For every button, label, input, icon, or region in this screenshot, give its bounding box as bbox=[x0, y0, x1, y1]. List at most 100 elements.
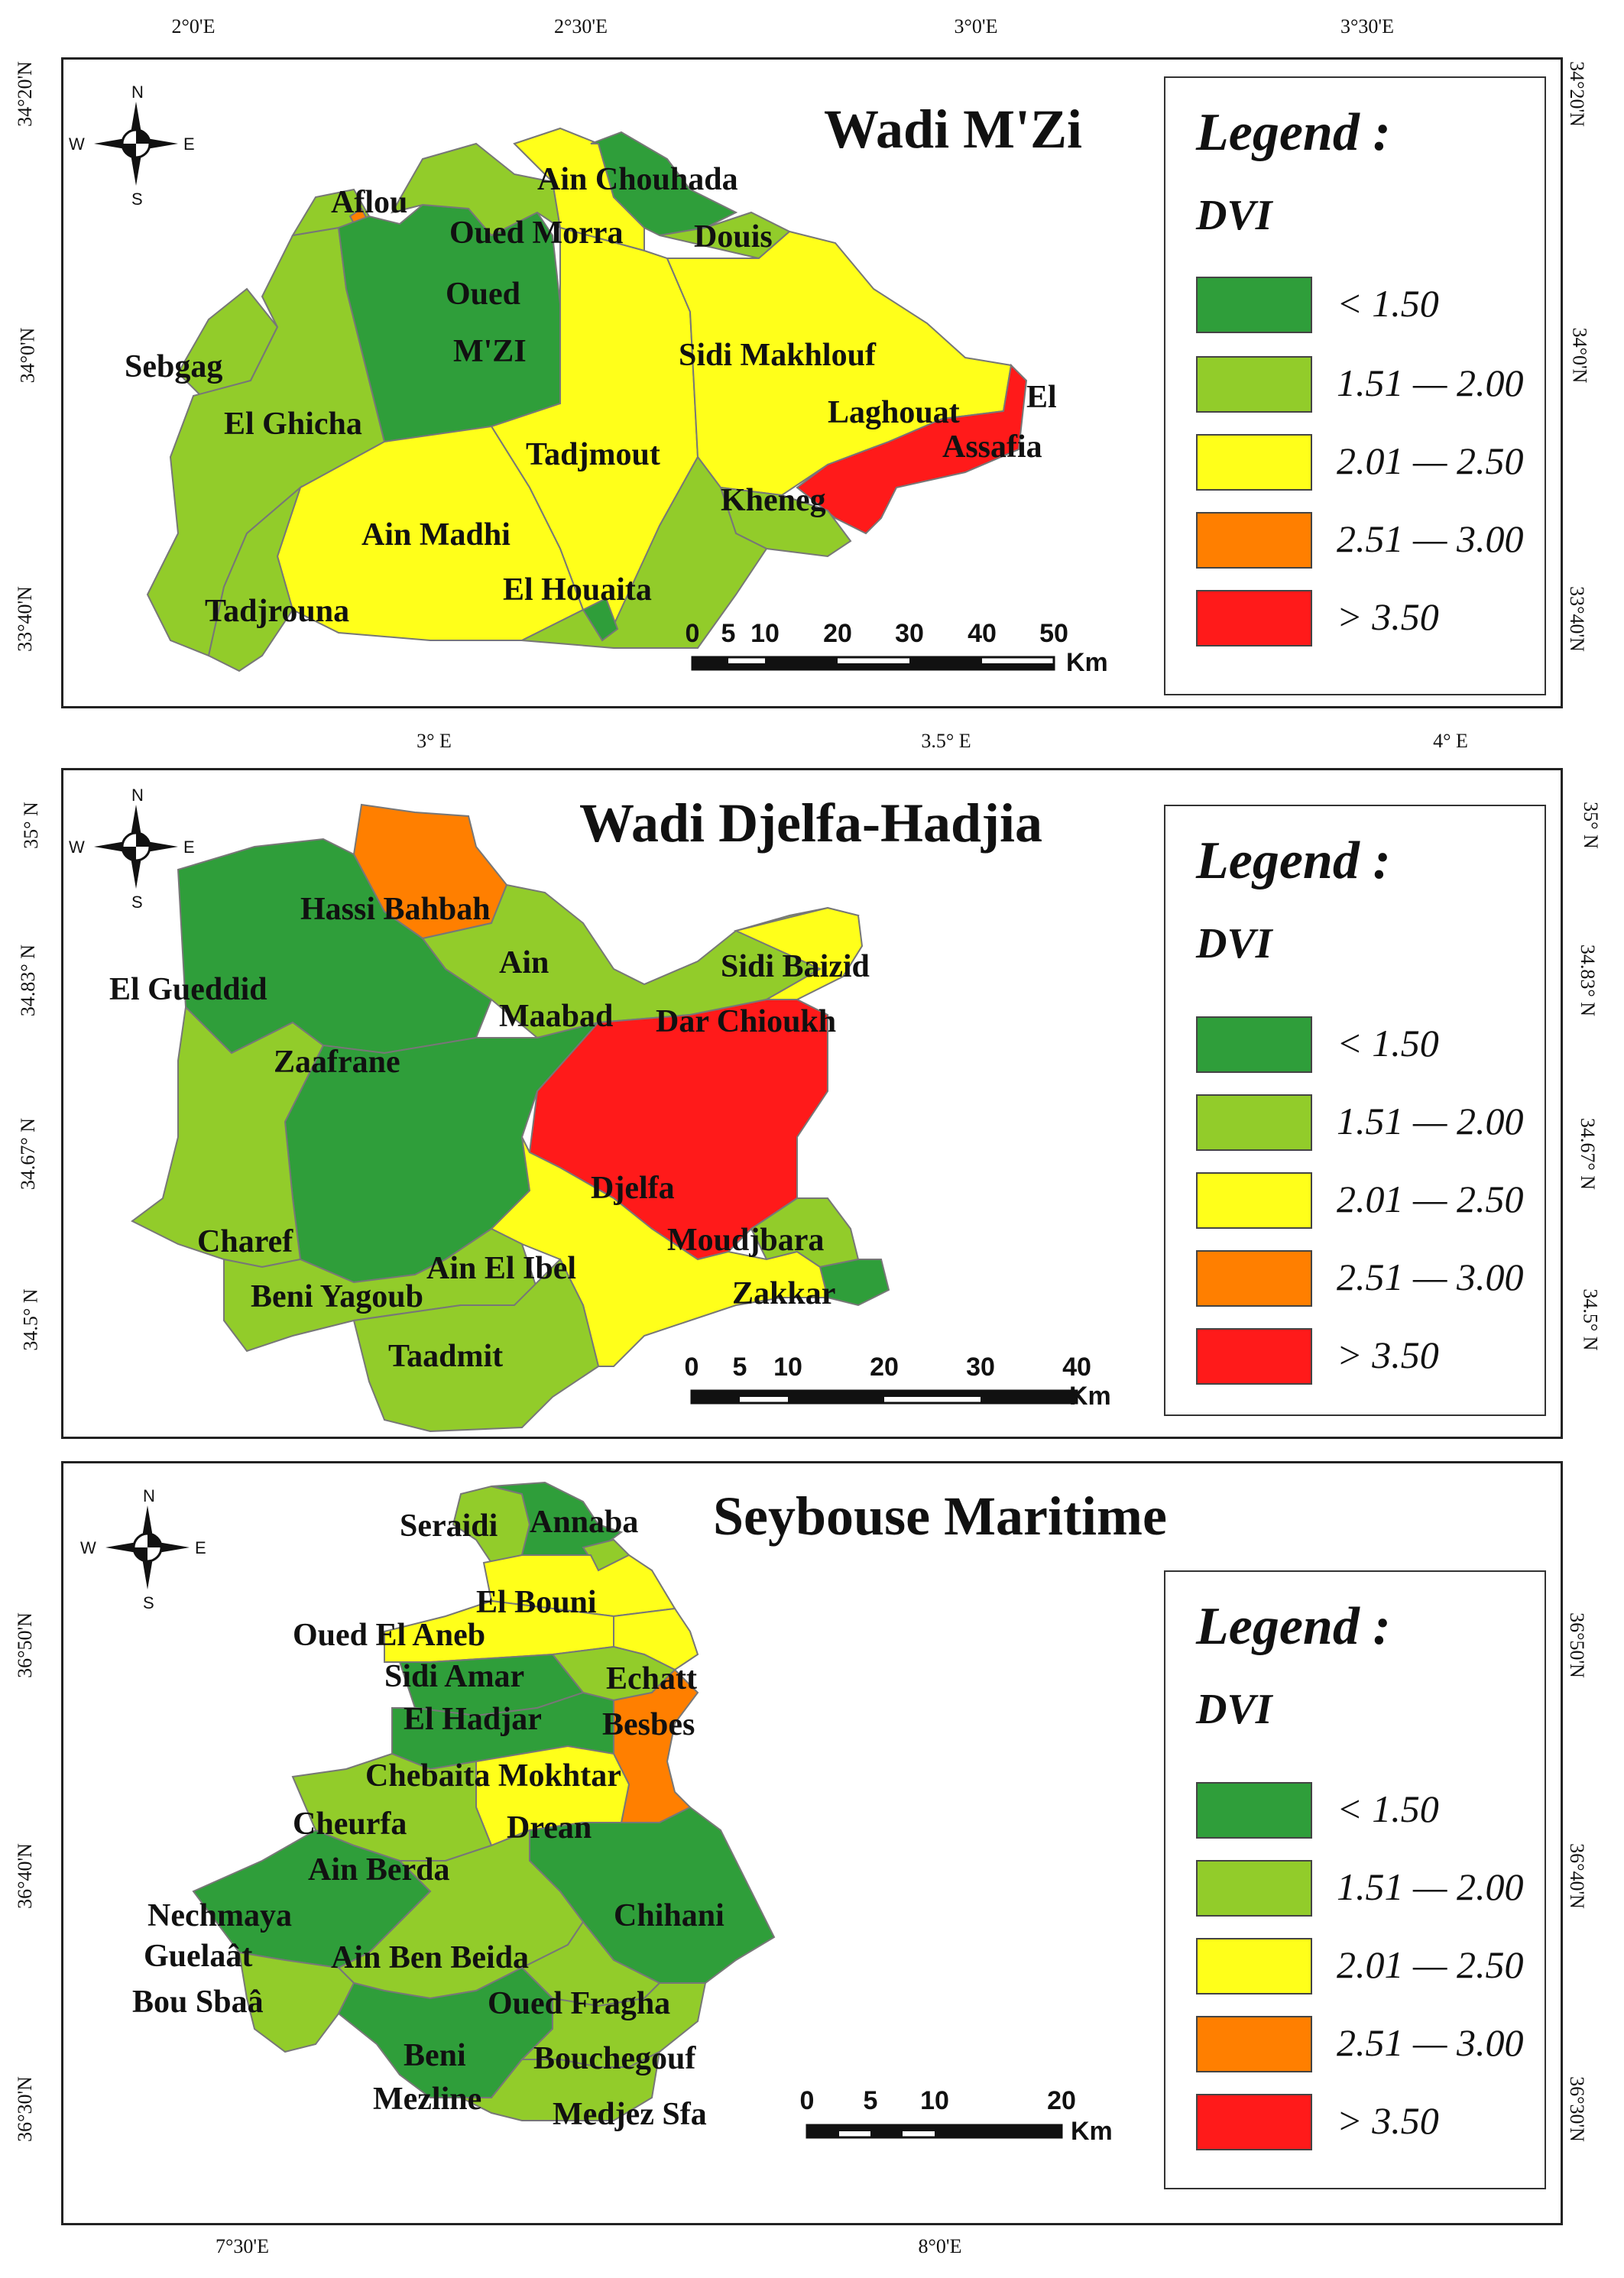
legend-title: Legend : bbox=[1196, 1597, 1391, 1656]
svg-text:30: 30 bbox=[966, 1353, 995, 1382]
region-polygons bbox=[192, 1481, 776, 2121]
place-label: Bouchegouf bbox=[533, 2041, 696, 2076]
lat-tick: 35° N bbox=[19, 802, 42, 849]
legend-subtitle: DVI bbox=[1196, 192, 1272, 239]
region-guelaat bbox=[238, 1951, 355, 2053]
place-label: M'ZI bbox=[453, 334, 527, 369]
place-label: Ain Chouhada bbox=[537, 162, 738, 197]
lon-tick: 3° E bbox=[417, 730, 452, 752]
map-title: Wadi M'Zi bbox=[824, 99, 1083, 160]
svg-text:10: 10 bbox=[773, 1353, 802, 1382]
svg-text:5: 5 bbox=[864, 2086, 878, 2115]
compass-e: E bbox=[183, 134, 195, 154]
place-label: Sebgag bbox=[125, 349, 222, 384]
place-label: Taadmit bbox=[388, 1339, 503, 1374]
lat-tick: 33°40'N bbox=[13, 586, 36, 652]
compass-w: W bbox=[69, 134, 85, 154]
legend-item: < 1.50 bbox=[1196, 1016, 1502, 1077]
place-label: Beni bbox=[404, 2038, 466, 2073]
compass-rose-icon: N S E W bbox=[69, 786, 195, 912]
svg-text:10: 10 bbox=[920, 2086, 949, 2115]
svg-text:0: 0 bbox=[685, 1353, 699, 1382]
svg-text:5: 5 bbox=[721, 619, 736, 648]
place-label: Nechmaya bbox=[147, 1898, 292, 1933]
place-label: Tadjmout bbox=[526, 437, 660, 472]
lon-tick: 2°0'E bbox=[171, 15, 216, 37]
place-label: Moudjbara bbox=[667, 1223, 824, 1258]
legend-box: Legend : DVI < 1.50 1.51 — 2.00 2.01 — 2… bbox=[1164, 76, 1546, 695]
place-label: Bou Sbaâ bbox=[132, 1985, 264, 2020]
place-label: Guelaât bbox=[144, 1939, 252, 1974]
lat-tick: 34.5° N bbox=[1579, 1288, 1602, 1351]
svg-text:30: 30 bbox=[895, 619, 924, 648]
map-panel-wadi-djelfa-hadjia: Wadi Djelfa-Hadjia N S E W bbox=[61, 768, 1563, 1439]
legend-item: > 3.50 bbox=[1196, 590, 1502, 651]
legend-title: Legend : bbox=[1196, 831, 1391, 890]
legend-title: Legend : bbox=[1196, 103, 1391, 162]
place-label: Zakkar bbox=[732, 1276, 835, 1311]
legend-box: Legend : DVI < 1.50 1.51 — 2.00 2.01 — 2… bbox=[1164, 1570, 1546, 2189]
svg-text:0: 0 bbox=[686, 619, 700, 648]
legend-swatch bbox=[1196, 512, 1312, 569]
legend-item: 2.01 — 2.50 bbox=[1196, 1172, 1523, 1233]
place-label: Sidi Baizid bbox=[721, 949, 870, 984]
place-label: Ain Madhi bbox=[361, 517, 511, 552]
place-label: Oued bbox=[446, 277, 520, 312]
legend-label: 2.51 — 3.00 bbox=[1337, 517, 1524, 560]
place-label: Dar Chioukh bbox=[656, 1004, 836, 1039]
place-label: Tadjrouna bbox=[205, 594, 349, 629]
place-label: El Ghicha bbox=[224, 407, 362, 442]
scale-bar: 0 5 10 20 30 40 50 Km bbox=[686, 619, 1108, 677]
legend-label: > 3.50 bbox=[1337, 595, 1439, 638]
svg-text:W: W bbox=[69, 838, 85, 857]
place-label: Medjez Sfa bbox=[553, 2097, 707, 2132]
svg-text:20: 20 bbox=[823, 619, 852, 648]
svg-text:50: 50 bbox=[1039, 619, 1068, 648]
place-label: El Hadjar bbox=[404, 1702, 542, 1737]
svg-text:Km: Km bbox=[1071, 2117, 1113, 2146]
region-el-houaita-dark bbox=[582, 597, 619, 642]
lat-tick: 35° N bbox=[1579, 802, 1602, 849]
legend-label: 1.51 — 2.00 bbox=[1337, 361, 1524, 404]
region-polygons bbox=[131, 803, 890, 1433]
legend-box: Legend : DVI < 1.50 1.51 — 2.00 2.01 — 2… bbox=[1164, 805, 1546, 1416]
svg-text:N: N bbox=[143, 1486, 155, 1505]
svg-text:20: 20 bbox=[870, 1353, 899, 1382]
place-label: Chihani bbox=[614, 1898, 724, 1933]
place-label: Seraidi bbox=[400, 1508, 498, 1544]
place-label: Oued Fragha bbox=[488, 1986, 670, 2021]
svg-text:Km: Km bbox=[1066, 648, 1108, 677]
region-dar-chioukh bbox=[733, 906, 864, 1000]
place-label: Charef bbox=[197, 1224, 293, 1259]
lon-tick: 4° E bbox=[1433, 730, 1468, 752]
lon-tick: 3°0'E bbox=[954, 15, 998, 37]
legend-item: 2.51 — 3.00 bbox=[1196, 1250, 1523, 1311]
lat-tick: 34.5° N bbox=[19, 1288, 42, 1351]
region-laghouat bbox=[796, 363, 1028, 535]
legend-swatch bbox=[1196, 590, 1312, 646]
legend-label: < 1.50 bbox=[1337, 282, 1439, 325]
place-label: El Gueddid bbox=[109, 972, 267, 1007]
legend-swatch bbox=[1196, 277, 1312, 333]
place-label: Chebaita Mokhtar bbox=[365, 1758, 621, 1794]
svg-text:0: 0 bbox=[800, 2086, 815, 2115]
lat-tick: 34°0'N bbox=[1568, 327, 1591, 384]
map-panel-seybouse-maritime: Seybouse Maritime N S E W bbox=[61, 1461, 1563, 2225]
legend-subtitle: DVI bbox=[1196, 1686, 1272, 1733]
place-label: El Bouni bbox=[476, 1585, 597, 1620]
svg-text:S: S bbox=[143, 1593, 154, 1612]
lat-tick: 34.67° N bbox=[1577, 1117, 1600, 1191]
place-label: Mezline bbox=[373, 2082, 481, 2117]
legend-swatch bbox=[1196, 434, 1312, 491]
place-label: Oued El Aneb bbox=[293, 1618, 485, 1653]
place-label: Zaafrane bbox=[274, 1045, 400, 1080]
map-canvas: N S E W Seraidi A bbox=[80, 1481, 1113, 2146]
place-label: Ain Berda bbox=[308, 1852, 450, 1888]
svg-text:E: E bbox=[195, 1538, 206, 1557]
svg-text:S: S bbox=[131, 893, 143, 912]
region-douis-light bbox=[659, 211, 791, 260]
legend-item: 1.51 — 2.00 bbox=[1196, 1094, 1523, 1155]
place-label: Besbes bbox=[602, 1707, 695, 1742]
svg-text:10: 10 bbox=[750, 619, 780, 648]
place-label: Ain El Ibel bbox=[426, 1251, 576, 1286]
